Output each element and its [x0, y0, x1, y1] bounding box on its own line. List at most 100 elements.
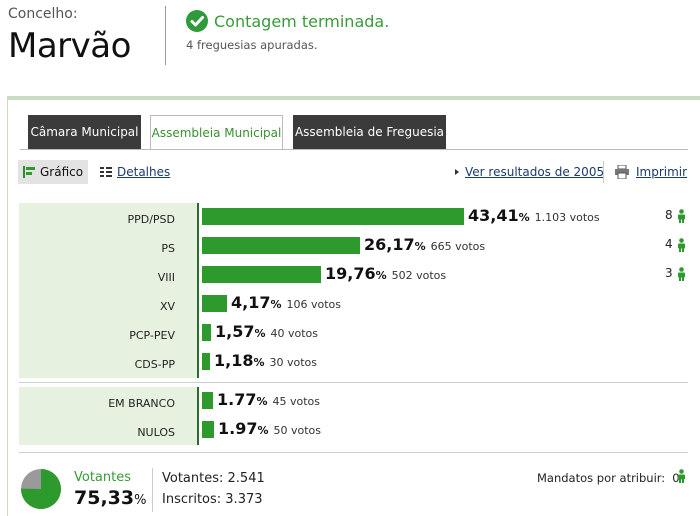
header-divider	[165, 6, 166, 65]
status-title: Contagem terminada.	[214, 12, 390, 31]
percent-symbol: %	[375, 269, 387, 282]
footer-divider	[19, 452, 688, 453]
check-circle-icon	[186, 10, 208, 32]
result-votes: 665 votos	[430, 240, 486, 253]
result-percentage: 26,17	[364, 235, 415, 254]
person-icon	[678, 267, 685, 281]
result-row-viii: VIII 19,76% 502 votos 3	[0, 264, 700, 293]
concelho-label: Concelho:	[8, 6, 78, 22]
result-bar	[202, 295, 227, 312]
mandatos-por-atribuir: Mandatos por atribuir: 0	[537, 471, 680, 485]
pie-votantes-slice	[21, 469, 62, 509]
result-votes: 40 votos	[270, 327, 319, 340]
result-bar	[202, 392, 213, 409]
seats-count: 8	[665, 208, 673, 222]
percent-symbol: %	[254, 327, 266, 340]
list-icon	[100, 167, 112, 177]
result-value: 1.97% 50 votos	[218, 419, 321, 438]
result-bar	[202, 208, 464, 225]
person-icon	[678, 209, 685, 223]
result-votes: 1.103 votos	[534, 211, 600, 224]
party-names-panel	[19, 203, 197, 378]
result-value: 19,76% 502 votos	[325, 264, 446, 283]
result-votes: 106 votos	[286, 298, 342, 311]
bars-axis-line	[197, 203, 199, 378]
result-value: 43,41% 1.103 votos	[468, 206, 600, 225]
mandatos-label: Mandatos por atribuir:	[537, 471, 666, 485]
result-bar	[202, 237, 360, 254]
blank-null-names-panel	[19, 387, 197, 445]
percent-symbol: %	[414, 240, 426, 253]
votantes-label: Votantes	[74, 470, 132, 485]
percent-symbol: %	[253, 356, 265, 369]
mandatos-value: 0	[672, 471, 680, 485]
result-row-ppd-psd: PPD/PSD 43,41% 1.103 votos 8	[0, 206, 700, 235]
result-bar	[202, 421, 214, 438]
result-percentage: 19,76	[325, 264, 376, 283]
votantes-percentage: 75,33%	[74, 487, 146, 509]
result-row-pcp-pev: PCP-PEV 1,57% 40 votos	[0, 322, 700, 351]
panel-top-border	[8, 97, 700, 100]
result-value: 1,57% 40 votos	[215, 322, 318, 341]
party-name: VIII	[157, 271, 175, 284]
party-name: CDS-PP	[134, 358, 175, 371]
result-value: 4,17% 106 votos	[231, 293, 341, 312]
votantes-count: Votantes: 2.541	[162, 471, 265, 486]
party-name: PPD/PSD	[127, 213, 175, 226]
section-divider	[19, 382, 688, 383]
tab-assembleia-freguesia[interactable]: Assembleia de Freguesia	[293, 115, 446, 149]
toolbar-divider	[603, 161, 604, 183]
imprimir-label: Imprimir	[636, 165, 688, 179]
result-bar	[202, 266, 321, 283]
bar-chart-icon	[23, 166, 35, 178]
seats-count: 4	[665, 237, 673, 251]
party-name: PCP-PEV	[129, 329, 175, 342]
tabs-baseline	[20, 149, 688, 150]
percent-symbol: %	[257, 424, 269, 437]
result-value: 1,18% 30 votos	[214, 351, 317, 370]
result-bar	[202, 353, 210, 370]
result-row-ps: PS 26,17% 665 votos 4	[0, 235, 700, 264]
inscritos-count: Inscritos: 3.373	[162, 492, 263, 507]
result-votes: 45 votos	[272, 395, 321, 408]
ver-resultados-label: Ver resultados de 2005	[465, 165, 605, 179]
party-name: PS	[161, 242, 175, 255]
percent-symbol: %	[256, 395, 268, 408]
result-row-cds-pp: CDS-PP 1,18% 30 votos	[0, 351, 700, 380]
result-percentage: 1.97	[218, 419, 258, 438]
grafico-label: Gráfico	[40, 165, 84, 179]
result-votes: 50 votos	[273, 424, 322, 437]
result-votes: 30 votos	[269, 356, 318, 369]
votantes-pct-symbol: %	[134, 493, 147, 508]
blank-null-axis-line	[197, 387, 199, 445]
percent-symbol: %	[270, 298, 282, 311]
result-percentage: 1.77	[217, 390, 257, 409]
printer-icon	[615, 165, 629, 179]
tab-camara-municipal[interactable]: Câmara Municipal	[28, 115, 141, 149]
result-bar	[202, 324, 211, 341]
result-row-em-branco: EM BRANCO 1.77% 45 votos	[0, 390, 700, 419]
party-name: XV	[159, 300, 175, 313]
result-row-nulos: NULOS 1.97% 50 votos	[0, 419, 700, 448]
result-votes: 502 votos	[391, 269, 447, 282]
detalhes-label: Detalhes	[117, 165, 171, 179]
status-subtitle: 4 freguesias apuradas.	[186, 38, 318, 52]
result-percentage: 4,17	[231, 293, 271, 312]
tab-assembleia-municipal[interactable]: Assembleia Municipal	[150, 115, 283, 150]
percent-symbol: %	[518, 211, 530, 224]
result-value: 26,17% 665 votos	[364, 235, 485, 254]
turnout-pie-chart	[21, 469, 62, 509]
concelho-name: Marvão	[8, 26, 131, 66]
party-name: NULOS	[137, 426, 175, 439]
votantes-pct-value: 75,33	[74, 487, 135, 509]
result-value: 1.77% 45 votos	[217, 390, 320, 409]
result-percentage: 43,41	[468, 206, 519, 225]
footer-separator	[152, 468, 153, 512]
person-icon	[678, 238, 685, 252]
grafico-button[interactable]: Gráfico	[18, 160, 88, 184]
result-percentage: 1,18	[214, 351, 254, 370]
arrow-right-icon	[455, 169, 459, 175]
seats-count: 3	[665, 266, 673, 280]
result-percentage: 1,57	[215, 322, 255, 341]
party-name: EM BRANCO	[108, 397, 175, 410]
